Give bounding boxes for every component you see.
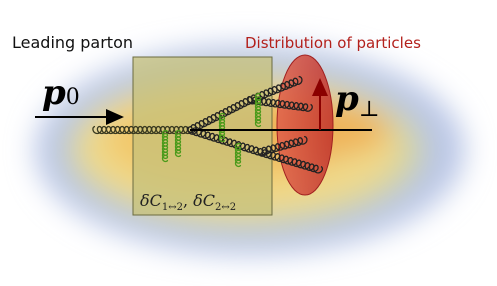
diagram: Leading parton Distribution of particles… <box>0 0 497 286</box>
leading-parton-label: Leading parton <box>12 33 133 52</box>
c2-sub: 2↔2 <box>215 202 236 213</box>
distribution-label: Distribution of particles <box>245 34 421 52</box>
p-perp-sub: ⊥ <box>359 97 380 122</box>
c1-sub: 1↔2 <box>162 202 183 213</box>
c2-base: δC <box>193 191 215 210</box>
correction-separator: , <box>183 191 193 210</box>
p0-base: p <box>42 73 66 113</box>
c1-base: δC <box>140 191 162 210</box>
p-perp-base: p <box>335 79 359 119</box>
p0-symbol: p0 <box>42 73 80 113</box>
particle-distribution <box>277 55 333 195</box>
p0-sub: 0 <box>66 85 80 110</box>
